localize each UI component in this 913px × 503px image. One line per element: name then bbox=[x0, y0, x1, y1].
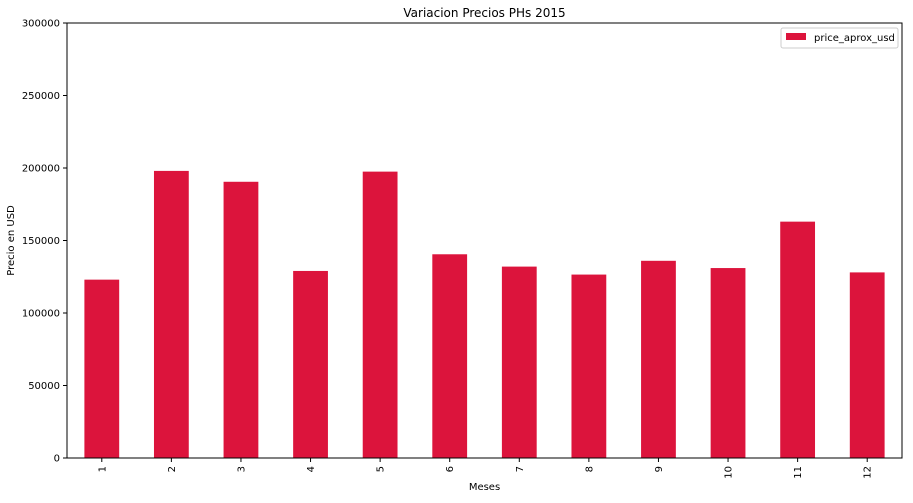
legend-label: price_aprox_usd bbox=[814, 33, 895, 44]
bar-12 bbox=[849, 272, 885, 458]
y-tick-label: 250000 bbox=[22, 91, 60, 102]
x-tick-label: 11 bbox=[793, 466, 804, 479]
bar-7 bbox=[501, 266, 537, 458]
bar-1 bbox=[84, 279, 120, 458]
y-tick-label: 300000 bbox=[22, 19, 60, 30]
x-tick-label: 2 bbox=[167, 466, 178, 472]
bar-8 bbox=[571, 274, 607, 458]
y-tick-label: 50000 bbox=[28, 381, 60, 392]
x-tick-label: 6 bbox=[445, 466, 456, 472]
x-tick-label: 9 bbox=[654, 466, 665, 472]
legend-swatch bbox=[786, 33, 806, 40]
x-tick-label: 10 bbox=[724, 466, 735, 479]
y-tick-label: 200000 bbox=[22, 164, 60, 175]
y-tick-label: 150000 bbox=[22, 236, 60, 247]
bar-5 bbox=[362, 171, 398, 458]
x-tick-label: 8 bbox=[584, 466, 595, 472]
bar-2 bbox=[153, 170, 189, 458]
x-tick-label: 7 bbox=[515, 466, 526, 472]
y-tick-label: 100000 bbox=[22, 309, 60, 320]
plot-frame bbox=[66, 22, 903, 459]
x-tick-label: 4 bbox=[306, 466, 317, 472]
y-tick-label: 0 bbox=[54, 454, 60, 465]
bar-10 bbox=[710, 268, 746, 458]
x-tick-label: 5 bbox=[376, 466, 387, 472]
chart-title: Variacion Precios PHs 2015 bbox=[403, 6, 565, 20]
x-tick-label: 12 bbox=[863, 466, 874, 479]
y-axis-label: Precio en USD bbox=[6, 205, 17, 276]
legend-box bbox=[780, 27, 899, 49]
bar-9 bbox=[641, 260, 676, 458]
bar-6 bbox=[432, 254, 468, 458]
x-axis-label: Meses bbox=[469, 482, 500, 493]
bar-4 bbox=[293, 270, 328, 458]
bar-11 bbox=[780, 221, 816, 458]
bars-layer bbox=[84, 170, 885, 458]
legend: price_aprox_usd bbox=[780, 27, 899, 49]
x-tick-label: 1 bbox=[97, 466, 108, 472]
bar-3 bbox=[223, 181, 259, 458]
x-tick-label: 3 bbox=[236, 466, 247, 472]
